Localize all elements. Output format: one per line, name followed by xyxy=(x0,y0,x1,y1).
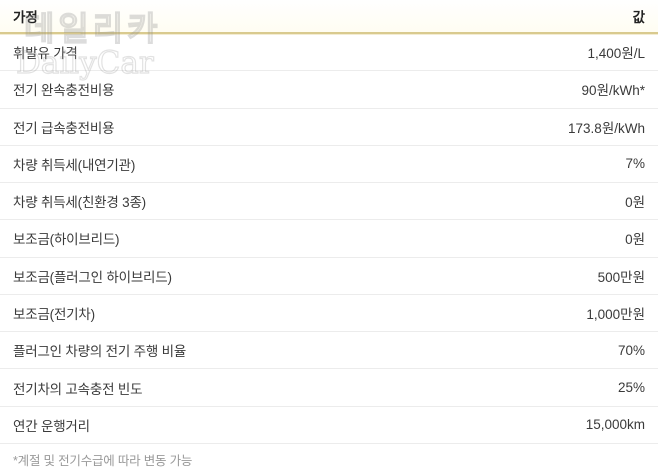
table-row: 전기 완속충전비용 90원/kWh* xyxy=(0,71,658,109)
row-value: 1,000만원 xyxy=(586,306,645,322)
row-value: 70% xyxy=(617,342,645,358)
row-value: 15,000km xyxy=(585,417,645,433)
header-assumption-label: 가정 xyxy=(13,10,38,25)
row-label: 보조금(플러그인 하이브리드) xyxy=(13,269,172,285)
table-row: 차량 취득세(내연기관) 7% xyxy=(0,146,658,184)
table-row: 차량 취득세(친환경 3종) 0원 xyxy=(0,183,658,221)
row-label: 전기차의 고속충전 빈도 xyxy=(13,381,143,397)
table-row: 보조금(하이브리드) 0원 xyxy=(0,220,658,258)
row-label: 플러그인 차량의 전기 주행 비율 xyxy=(13,344,187,360)
table-header: 가정 값 xyxy=(0,0,658,34)
table-row: 전기 급속충전비용 173.8원/kWh xyxy=(0,109,658,146)
row-value: 173.8원/kWh xyxy=(568,120,645,136)
table-rows: 휘발유 가격 1,400원/L 전기 완속충전비용 90원/kWh* 전기 급속… xyxy=(0,34,658,444)
row-label: 전기 급속충전비용 xyxy=(13,120,115,136)
row-label: 휘발유 가격 xyxy=(13,46,78,62)
row-value: 7% xyxy=(625,156,645,172)
table-row: 플러그인 차량의 전기 주행 비율 70% xyxy=(0,332,658,370)
row-label: 연간 운행거리 xyxy=(13,418,90,434)
row-value: 90원/kWh* xyxy=(581,83,645,99)
row-value: 1,400원/L xyxy=(587,46,645,62)
row-label: 차량 취득세(친환경 3종) xyxy=(13,195,146,211)
footnote: *계절 및 전기수급에 따라 변동 가능 xyxy=(13,453,193,468)
row-label: 보조금(전기차) xyxy=(13,306,95,322)
row-value: 0원 xyxy=(625,195,645,211)
table-row: 연간 운행거리 15,000km xyxy=(0,407,658,444)
row-value: 500만원 xyxy=(597,269,645,285)
row-label: 차량 취득세(내연기관) xyxy=(13,157,136,173)
row-value: 25% xyxy=(617,380,645,396)
table-row: 보조금(전기차) 1,000만원 xyxy=(0,295,658,333)
row-value: 0원 xyxy=(625,232,645,248)
table-row: 전기차의 고속충전 빈도 25% xyxy=(0,369,658,407)
table-row: 휘발유 가격 1,400원/L xyxy=(0,34,658,72)
row-label: 전기 완속충전비용 xyxy=(13,83,115,99)
header-value-label: 값 xyxy=(632,10,645,25)
row-label: 보조금(하이브리드) xyxy=(13,232,120,248)
table-row: 보조금(플러그인 하이브리드) 500만원 xyxy=(0,258,658,295)
